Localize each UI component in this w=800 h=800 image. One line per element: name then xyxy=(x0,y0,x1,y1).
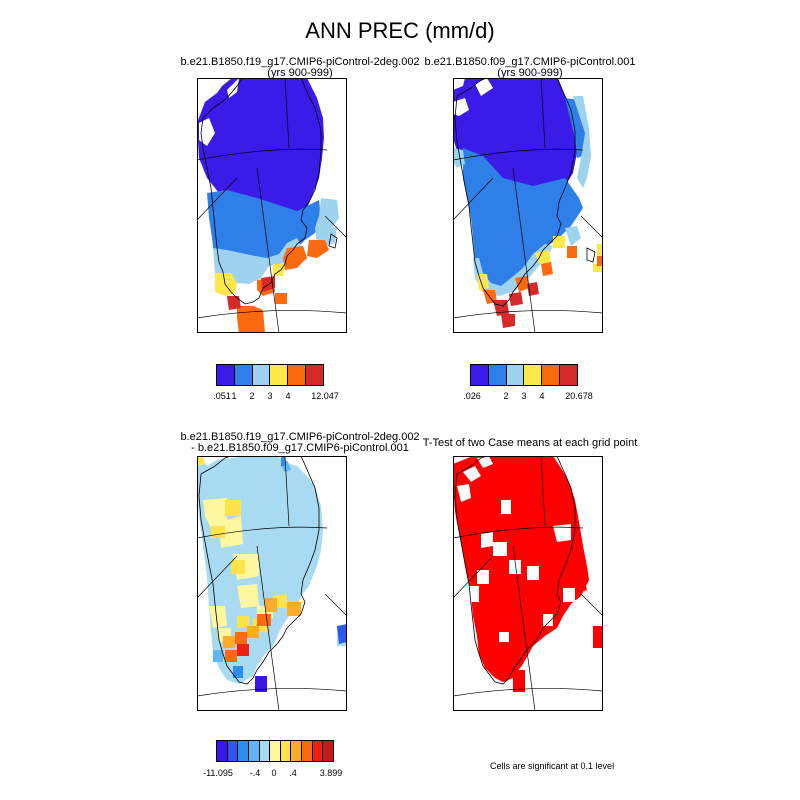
map-panel-4-svg xyxy=(453,456,603,711)
colorbar-3 xyxy=(216,740,334,762)
colorbar-swatch xyxy=(217,365,235,385)
colorbar-1 xyxy=(216,364,324,386)
panel-1-title-line2: (yrs 900-999) xyxy=(267,67,333,79)
colorbar-1-label: .051 xyxy=(213,391,231,401)
colorbar-2-label: 2 xyxy=(503,391,509,401)
colorbar-swatch xyxy=(506,365,525,385)
colorbar-swatch xyxy=(302,741,313,761)
map-panel-2-svg xyxy=(453,78,603,333)
map-panel-1-svg xyxy=(197,78,347,333)
colorbar-swatch xyxy=(217,741,228,761)
colorbar-swatch xyxy=(238,741,249,761)
colorbar-swatch xyxy=(248,741,260,761)
colorbar-swatch xyxy=(288,365,307,385)
colorbar-2 xyxy=(470,364,578,386)
significance-note: Cells are significant at 0.1 level xyxy=(490,761,615,771)
colorbar-1-label: 12.047 xyxy=(311,391,339,401)
colorbar-1-label: 4 xyxy=(285,391,291,401)
colorbar-swatch xyxy=(252,365,271,385)
colorbar-swatch xyxy=(488,365,507,385)
panel-1-title: b.e21.B1850.f19_g17.CMIP6-piControl-2deg… xyxy=(130,57,470,79)
colorbar-3-label: 3.899 xyxy=(319,768,343,778)
colorbar-3-label: 0 xyxy=(271,768,277,778)
colorbar-swatch xyxy=(312,741,324,761)
colorbar-1-label: 1 xyxy=(231,391,237,401)
colorbar-2-label: 3 xyxy=(521,391,527,401)
colorbar-swatch xyxy=(291,741,303,761)
panel-4-title: T-Test of two Case means at each grid po… xyxy=(370,438,690,449)
map-panel-3 xyxy=(197,456,347,711)
colorbar-swatch xyxy=(270,741,281,761)
colorbar-2-label: 4 xyxy=(539,391,545,401)
map-panel-1 xyxy=(197,78,347,333)
colorbar-1-label: 2 xyxy=(249,391,255,401)
panel-2-title: b.e21.B1850.f09_g17.CMIP6-piControl.001 … xyxy=(370,57,690,79)
colorbar-swatch xyxy=(270,365,289,385)
colorbar-1-label: 3 xyxy=(267,391,273,401)
panel-2-title-line2: (yrs 900-999) xyxy=(497,67,563,79)
panel-3-title-line1: b.e21.B1850.f19_g17.CMIP6-piControl-2deg… xyxy=(180,431,420,443)
colorbar-swatch xyxy=(227,741,239,761)
colorbar-swatch xyxy=(323,741,334,761)
figure-title: ANN PREC (mm/d) xyxy=(305,18,495,43)
panel-4-title-line1: T-Test of two Case means at each grid po… xyxy=(422,437,638,449)
map-panel-2 xyxy=(453,78,603,333)
colorbar-2-label: 20.678 xyxy=(565,391,593,401)
colorbar-3-label: -11.095 xyxy=(203,768,233,778)
colorbar-swatch xyxy=(542,365,561,385)
map-panel-3-svg xyxy=(197,456,347,711)
colorbar-swatch xyxy=(471,365,489,385)
colorbar-3-label: .4 xyxy=(289,768,297,778)
panel-3-title: b.e21.B1850.f19_g17.CMIP6-piControl-2deg… xyxy=(130,432,470,454)
colorbar-swatch xyxy=(234,365,253,385)
panel-2-title-line1: b.e21.B1850.f09_g17.CMIP6-piControl.001 xyxy=(424,56,636,68)
colorbar-swatch xyxy=(259,741,271,761)
map-panel-4 xyxy=(453,456,603,711)
panel-1-title-line1: b.e21.B1850.f19_g17.CMIP6-piControl-2deg… xyxy=(180,56,420,68)
colorbar-swatch xyxy=(280,741,292,761)
colorbar-swatch xyxy=(524,365,543,385)
colorbar-2-label: .026 xyxy=(463,391,481,401)
colorbar-swatch xyxy=(306,365,323,385)
colorbar-3-label: -.4 xyxy=(249,768,261,778)
panel-3-title-line2: - b.e21.B1850.f09_g17.CMIP6-piControl.00… xyxy=(191,442,409,454)
colorbar-swatch xyxy=(560,365,577,385)
